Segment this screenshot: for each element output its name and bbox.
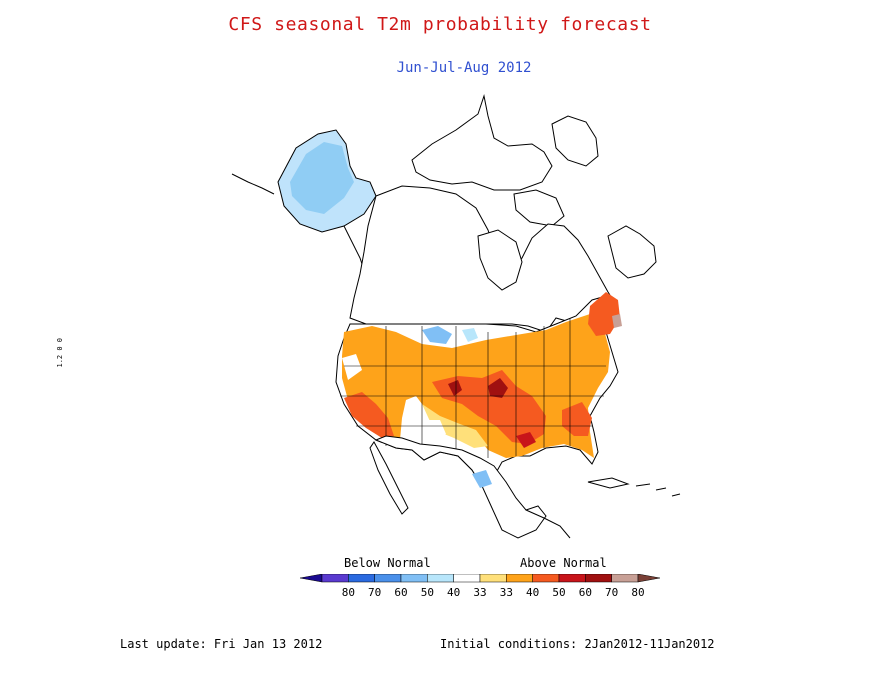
above-normal-70-core: [448, 378, 508, 398]
side-mark: 1.2 0 0: [56, 338, 64, 368]
colorbar-segment: [374, 573, 402, 583]
state-borders: [340, 318, 606, 458]
baja-california: [369, 441, 409, 515]
colorbar-tick-label: 70: [368, 586, 381, 599]
baffin-island: [513, 189, 565, 227]
colorbar-tick-label: 50: [552, 586, 565, 599]
colorbar-tick-label: 80: [342, 586, 355, 599]
labrador-coast: [607, 225, 657, 279]
caribbean-islands: [635, 483, 681, 497]
colorbar-tick-label: 80: [631, 586, 644, 599]
normal-gap-southwest: [342, 354, 362, 380]
last-update-text: Last update: Fri Jan 13 2012: [120, 637, 323, 651]
colorbar-tick-label: 33: [473, 586, 486, 599]
chart-subtitle: Jun-Jul-Aug 2012: [396, 60, 532, 76]
above-normal-60-southeast: [562, 402, 592, 436]
above-normal-60-southwest: [344, 392, 394, 438]
colorbar-svg: 80 70 60 50 40 33 33 40 50 60 70 80: [299, 573, 661, 599]
hudson-bay: [477, 229, 523, 291]
legend-labels: Below Normal Above Normal: [0, 556, 880, 574]
colorbar-segment: [532, 573, 560, 583]
arctic-islands: [411, 94, 553, 191]
initial-conditions-text: Initial conditions: 2Jan2012-11Jan2012: [440, 637, 715, 651]
forecast-map: [226, 86, 696, 546]
colorbar-segment: [558, 573, 586, 583]
colorbar-tick-label: 33: [500, 586, 513, 599]
legend-below-normal: Below Normal: [344, 556, 431, 570]
above-normal-80-coast: [612, 314, 622, 328]
colorbar-right-arrow: [637, 573, 661, 583]
colorbar-tick-label: 60: [394, 586, 407, 599]
below-normal-north-plains: [422, 326, 452, 344]
greenland-coast: [551, 115, 599, 167]
central-america: [525, 509, 571, 539]
alaska-light-blue-region: [290, 142, 354, 214]
map-svg: [231, 94, 681, 539]
mexico-landmass: [374, 435, 547, 539]
colorbar-segment: [453, 573, 481, 583]
colorbar-segment: [479, 573, 507, 583]
aleutian-islands: [231, 173, 275, 195]
colorbar: 80 70 60 50 40 33 33 40 50 60 70 80: [299, 573, 661, 602]
colorbar-segment: [321, 573, 349, 583]
colorbar-segment: [348, 573, 375, 583]
colorbar-segment: [585, 573, 612, 583]
colorbar-segment: [427, 573, 454, 583]
colorbar-tick-label: 40: [526, 586, 539, 599]
colorbar-tick-label: 40: [447, 586, 460, 599]
above-normal-70-south: [516, 432, 536, 448]
colorbar-segment: [506, 573, 533, 583]
colorbar-tick-label: 70: [605, 586, 618, 599]
chart-title: CFS seasonal T2m probability forecast: [228, 14, 652, 35]
colorbar-segment: [400, 573, 428, 583]
colorbar-left-arrow: [299, 573, 323, 583]
below-normal-great-lakes: [462, 328, 478, 342]
colorbar-segment: [611, 573, 639, 583]
colorbar-tick-label: 60: [579, 586, 592, 599]
colorbar-tick-label: 50: [421, 586, 434, 599]
cuba: [587, 477, 630, 489]
legend-above-normal: Above Normal: [520, 556, 607, 570]
above-normal-60-northeast: [588, 292, 620, 336]
below-normal-mexico: [472, 470, 492, 488]
